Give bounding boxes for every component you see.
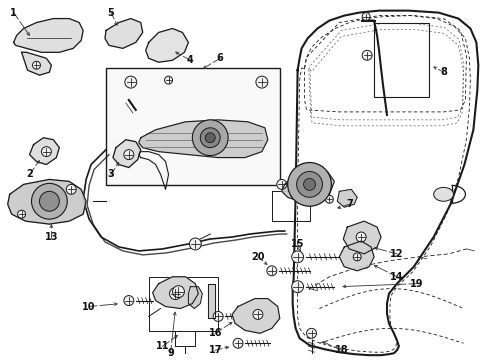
Circle shape — [172, 286, 184, 298]
Circle shape — [165, 76, 172, 84]
Text: 2: 2 — [26, 170, 33, 180]
Circle shape — [18, 210, 25, 218]
Text: 3: 3 — [108, 170, 114, 180]
Circle shape — [277, 179, 287, 189]
Circle shape — [42, 147, 51, 157]
Polygon shape — [232, 298, 280, 333]
Polygon shape — [22, 52, 51, 75]
Text: 12: 12 — [390, 249, 404, 259]
Bar — [106, 68, 280, 185]
Polygon shape — [29, 138, 59, 165]
Text: 1: 1 — [10, 8, 17, 18]
Circle shape — [362, 13, 370, 21]
Text: 14: 14 — [390, 272, 404, 282]
Polygon shape — [282, 170, 334, 201]
Polygon shape — [188, 287, 202, 309]
Circle shape — [40, 192, 59, 211]
Text: 4: 4 — [187, 55, 194, 65]
Circle shape — [353, 253, 361, 261]
Text: 8: 8 — [440, 67, 447, 77]
Text: 16: 16 — [208, 328, 222, 338]
Polygon shape — [340, 241, 374, 271]
Circle shape — [362, 50, 372, 60]
Circle shape — [233, 338, 243, 348]
Text: 17: 17 — [208, 345, 222, 355]
Circle shape — [32, 61, 41, 69]
Circle shape — [124, 150, 134, 159]
Circle shape — [356, 232, 366, 242]
Polygon shape — [153, 277, 198, 309]
Polygon shape — [146, 28, 188, 62]
Polygon shape — [14, 19, 83, 52]
Circle shape — [325, 195, 333, 203]
Circle shape — [296, 171, 322, 197]
Polygon shape — [139, 120, 268, 158]
Text: 13: 13 — [45, 232, 58, 242]
Polygon shape — [343, 221, 381, 254]
Text: 7: 7 — [346, 199, 353, 209]
Ellipse shape — [434, 187, 454, 201]
Text: 19: 19 — [410, 279, 423, 289]
Polygon shape — [105, 19, 143, 48]
Circle shape — [267, 266, 277, 276]
Circle shape — [256, 76, 268, 88]
Bar — [374, 23, 429, 97]
Circle shape — [288, 163, 331, 206]
Circle shape — [307, 328, 317, 338]
Circle shape — [124, 296, 134, 306]
Bar — [148, 277, 218, 331]
Circle shape — [200, 128, 220, 148]
Circle shape — [125, 76, 137, 88]
Polygon shape — [8, 179, 86, 224]
Circle shape — [213, 311, 223, 321]
Text: 15: 15 — [291, 239, 304, 249]
Text: 10: 10 — [82, 302, 96, 311]
Text: 18: 18 — [335, 345, 348, 355]
Text: 20: 20 — [251, 252, 265, 262]
Text: 9: 9 — [167, 348, 174, 358]
Circle shape — [292, 281, 304, 293]
Circle shape — [304, 179, 316, 190]
Polygon shape — [337, 189, 357, 207]
Text: 5: 5 — [108, 8, 114, 18]
Circle shape — [66, 184, 76, 194]
Circle shape — [253, 310, 263, 319]
Polygon shape — [113, 140, 141, 167]
Circle shape — [193, 120, 228, 156]
Text: 11: 11 — [156, 341, 170, 351]
Polygon shape — [208, 284, 215, 319]
Text: 6: 6 — [217, 53, 223, 63]
Circle shape — [190, 238, 201, 250]
Circle shape — [292, 251, 304, 263]
Circle shape — [170, 288, 181, 300]
Circle shape — [205, 133, 215, 143]
Circle shape — [31, 183, 67, 219]
